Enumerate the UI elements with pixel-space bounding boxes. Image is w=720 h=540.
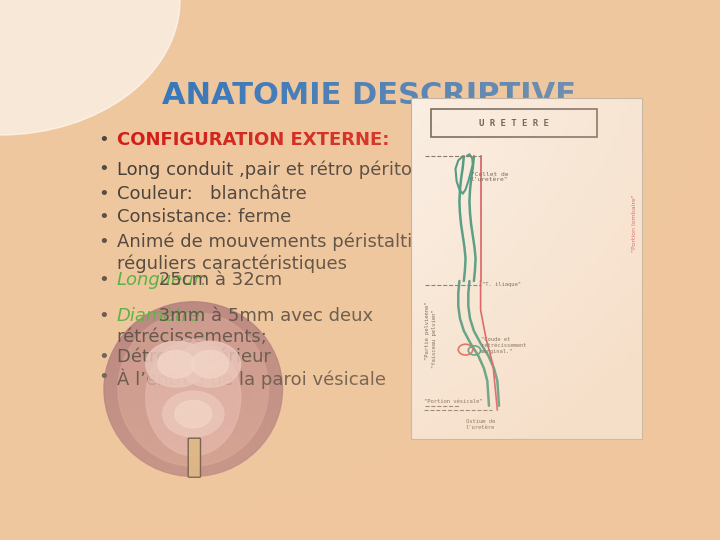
Text: Animé de mouvements péristaltiques: Animé de mouvements péristaltiques [117, 233, 455, 251]
Text: "Portion vésicale": "Portion vésicale" [423, 399, 482, 404]
Ellipse shape [158, 350, 195, 378]
Text: Diamètre:: Diamètre: [117, 307, 207, 325]
Text: Longueur:: Longueur: [117, 271, 208, 289]
Text: •: • [99, 348, 109, 366]
Text: Consistance: ferme: Consistance: ferme [117, 208, 291, 226]
Text: "faisceau pelvien": "faisceau pelvien" [432, 310, 437, 368]
Text: CONFIGURATION EXTERNE:: CONFIGURATION EXTERNE: [117, 131, 389, 150]
Text: "T. iliaque": "T. iliaque" [482, 282, 521, 287]
Text: •: • [99, 185, 109, 204]
Text: Couleur:   blanchâtre: Couleur: blanchâtre [117, 185, 307, 204]
Text: "Coude et
rétrécissement
marginal.": "Coude et rétrécissement marginal." [481, 337, 526, 354]
Circle shape [0, 0, 180, 135]
Text: •: • [99, 208, 109, 226]
Ellipse shape [145, 339, 240, 456]
Text: À l’entrée de la paroi vésicale: À l’entrée de la paroi vésicale [117, 368, 386, 389]
Text: 25cm à 32cm: 25cm à 32cm [153, 271, 282, 289]
Text: •: • [99, 233, 109, 251]
Ellipse shape [104, 302, 282, 476]
Text: •: • [99, 368, 109, 386]
Text: 3mm à 5mm avec deux: 3mm à 5mm avec deux [153, 307, 373, 325]
Text: réguliers caractéristiques: réguliers caractéristiques [117, 254, 347, 273]
FancyBboxPatch shape [411, 98, 642, 439]
Text: ANATOMIE DESCRIPTIVE: ANATOMIE DESCRIPTIVE [162, 82, 576, 111]
Text: •: • [99, 271, 109, 289]
Text: •: • [99, 160, 109, 178]
Ellipse shape [175, 400, 212, 428]
Ellipse shape [179, 341, 240, 387]
Text: "Partie pelvienne": "Partie pelvienne" [425, 302, 430, 360]
FancyBboxPatch shape [431, 109, 597, 137]
Ellipse shape [118, 312, 269, 466]
Text: U R E T E R E: U R E T E R E [479, 118, 549, 127]
Text: Long conduit ,pair et rétro péritonéal: Long conduit ,pair et rétro péritonéal [117, 160, 451, 179]
Text: Détroit supérieur: Détroit supérieur [117, 348, 271, 366]
Text: •: • [99, 131, 109, 150]
Ellipse shape [192, 350, 228, 378]
Text: "Collet de
l'uretère": "Collet de l'uretère" [471, 172, 508, 183]
Text: •: • [99, 307, 109, 325]
Text: Ostium de
l'uretère: Ostium de l'uretère [466, 419, 495, 430]
Text: rétrécissements;: rétrécissements; [117, 328, 268, 347]
FancyBboxPatch shape [188, 438, 200, 477]
Ellipse shape [163, 391, 224, 437]
Ellipse shape [145, 341, 207, 387]
Text: "Portion lombaire": "Portion lombaire" [631, 194, 636, 252]
